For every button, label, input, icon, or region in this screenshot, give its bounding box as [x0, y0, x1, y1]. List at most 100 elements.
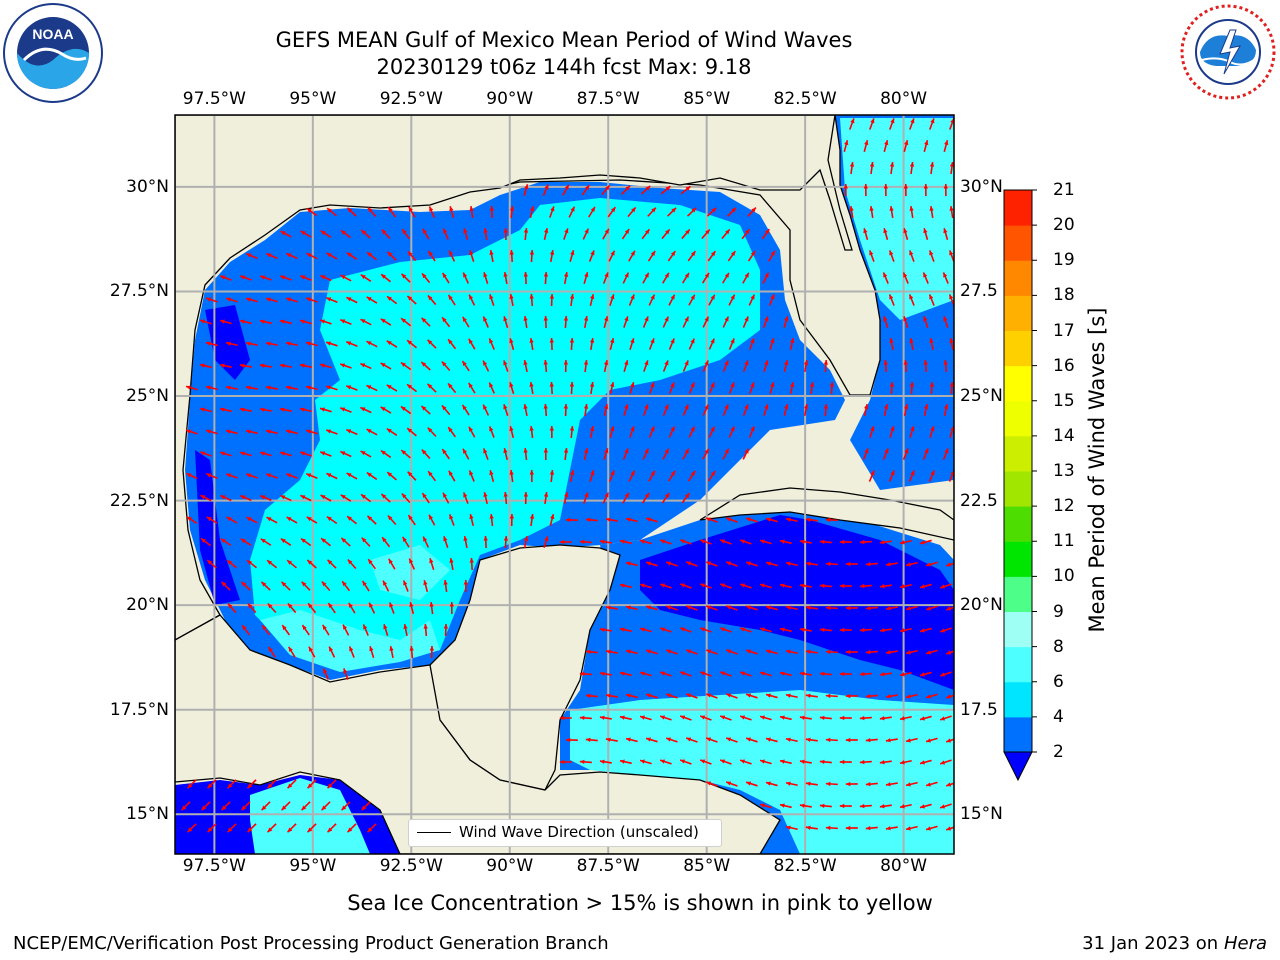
wind-arrow [665, 737, 678, 743]
wind-arrow [759, 715, 772, 721]
gulf-water-cyan [250, 198, 760, 670]
wind-arrow [639, 627, 652, 633]
wind-arrow [742, 448, 750, 460]
wind-arrow [661, 228, 671, 240]
wind-arrow [245, 429, 258, 435]
wind-arrow [859, 759, 872, 765]
wind-arrow [469, 513, 475, 527]
wind-arrow [879, 628, 892, 633]
wind-arrow [187, 823, 197, 833]
nws-logo [1180, 4, 1276, 100]
wind-arrow [386, 427, 398, 437]
wind-arrow [848, 118, 855, 130]
wind-arrow [648, 338, 655, 350]
wind-arrow [609, 294, 615, 306]
wind-arrow [888, 470, 895, 482]
wind-arrow [585, 737, 598, 743]
wind-arrow [805, 693, 818, 698]
wind-arrow [468, 426, 476, 438]
wind-arrow [285, 341, 298, 347]
wind-arrow [759, 671, 772, 677]
wind-arrow [805, 781, 818, 786]
wind-legend: Wind Wave Direction (unscaled) [408, 819, 722, 847]
colorbar-segment [1004, 681, 1032, 718]
wind-arrow [503, 535, 509, 549]
wind-arrow [645, 693, 658, 699]
wind-arrow [761, 228, 770, 240]
central-america [175, 614, 781, 854]
wind-arrow [201, 801, 211, 811]
wind-arrow [360, 406, 372, 414]
wind-arrow [582, 228, 590, 240]
wind-arrow [939, 627, 952, 633]
wind-arrow [346, 251, 358, 261]
wind-arrow [845, 825, 858, 831]
wind-arrow [199, 407, 212, 413]
lat-label: 22.5°N [109, 490, 169, 511]
wind-arrow [928, 250, 935, 262]
wind-arrow [648, 470, 656, 482]
wind-arrow [688, 294, 696, 306]
wind-arrow [469, 250, 475, 262]
wind-arrow [423, 623, 428, 637]
wind-arrow [462, 492, 469, 504]
wind-arrow [483, 272, 489, 284]
wind-arrow [865, 561, 878, 567]
wind-arrow [563, 491, 569, 505]
wind-arrow [422, 536, 430, 548]
wind-arrow [768, 294, 775, 306]
wind-arrow [929, 381, 935, 395]
wind-arrow [603, 315, 609, 329]
wind-arrow [361, 801, 371, 811]
wind-arrow [542, 184, 549, 196]
wind-arrow [386, 471, 397, 481]
wind-arrow [306, 252, 318, 260]
atlantic-water-cyan [840, 118, 954, 320]
wind-arrow [443, 579, 448, 593]
wind-arrow [219, 407, 232, 413]
wind-arrow [320, 274, 332, 282]
wind-arrow [422, 228, 430, 240]
wind-arrow [719, 539, 732, 545]
wind-arrow [642, 316, 649, 328]
wind-arrow [803, 403, 809, 417]
wind-arrow [366, 515, 377, 525]
wind-arrow [648, 426, 655, 438]
colorbar-tick-label: 11 [1053, 531, 1075, 552]
wind-arrow [679, 539, 692, 545]
wind-arrow [705, 649, 718, 655]
wind-arrow [320, 230, 332, 238]
wind-arrow [779, 627, 792, 633]
wind-arrow [668, 382, 675, 394]
wind-arrow [345, 341, 358, 347]
wind-arrow [863, 183, 868, 197]
wind-arrow [601, 184, 611, 196]
wind-arrow [707, 250, 716, 262]
wind-arrow [299, 407, 312, 413]
wind-arrow [366, 340, 378, 348]
wind-arrow [845, 693, 858, 699]
wind-arrow [687, 250, 697, 262]
wind-arrow [725, 605, 738, 611]
wind-arrow [879, 716, 892, 721]
wind-arrow [579, 759, 592, 765]
wind-arrow [859, 627, 872, 633]
wind-arrow [779, 539, 792, 545]
wind-arrow [765, 737, 778, 743]
wind-arrow [588, 206, 596, 218]
wind-arrow [265, 341, 278, 346]
wind-arrow [299, 363, 312, 369]
wind-arrow [659, 759, 672, 765]
wind-arrow [865, 781, 878, 787]
wind-arrow [748, 294, 756, 306]
wind-arrow [905, 605, 918, 611]
wind-arrow [341, 580, 351, 592]
wind-arrow [739, 583, 752, 589]
wind-arrow [819, 715, 832, 721]
wind-arrow [681, 272, 690, 284]
wind-arrow [279, 407, 292, 413]
wind-arrow [602, 228, 610, 240]
wind-arrow [388, 558, 396, 570]
wind-arrow [300, 230, 312, 238]
colorbar-tick-label: 20 [1053, 215, 1075, 236]
